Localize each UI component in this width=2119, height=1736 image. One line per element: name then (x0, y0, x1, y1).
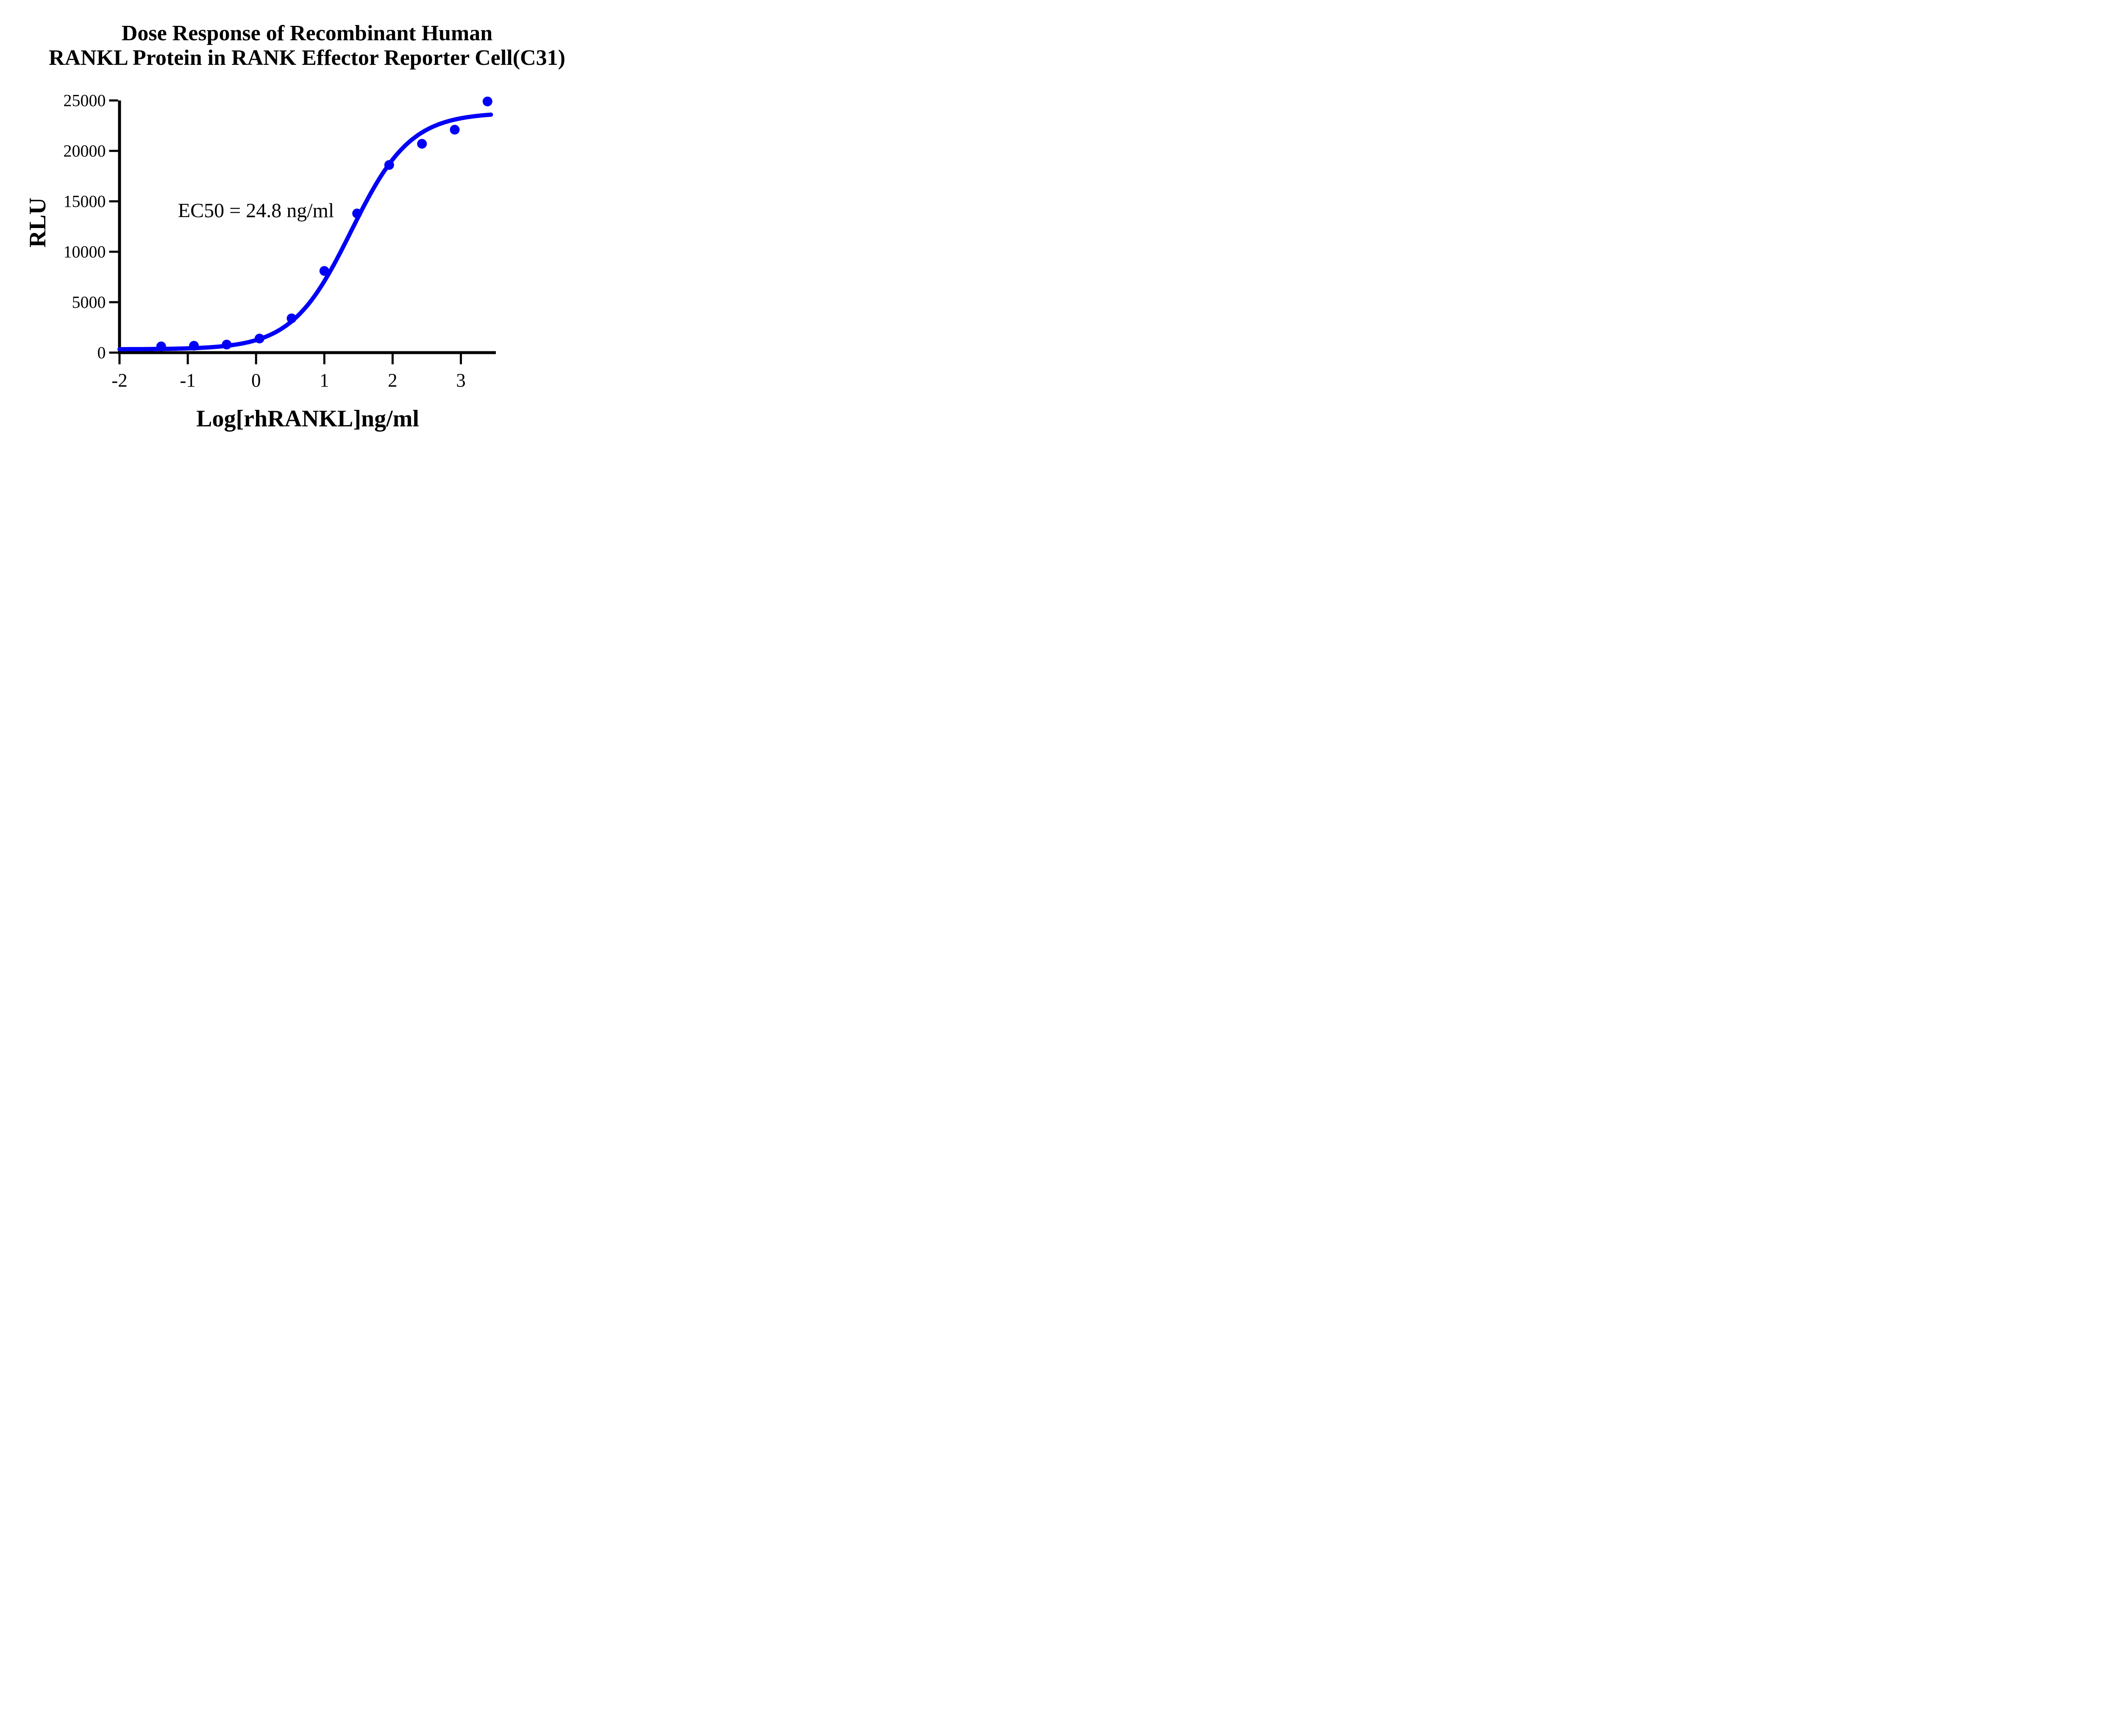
y-tick-label: 15000 (64, 192, 106, 211)
x-tick-label: -1 (180, 370, 196, 391)
data-point (156, 341, 166, 351)
data-point (254, 334, 264, 344)
y-tick-label: 5000 (72, 293, 106, 312)
data-point (319, 266, 329, 276)
chart-title-line-2: RANKL Protein in RANK Effector Reporter … (49, 46, 565, 70)
x-tick-label: -2 (111, 370, 128, 391)
data-point (384, 160, 394, 170)
data-point (450, 125, 460, 135)
data-point (417, 139, 427, 149)
y-tick-label: 25000 (64, 91, 106, 110)
data-point (189, 341, 199, 351)
ec50-annotation: EC50 = 24.8 ng/ml (178, 199, 334, 222)
y-tick-label: 0 (97, 343, 106, 362)
data-point (222, 339, 232, 350)
dose-response-chart-figure: Dose Response of Recombinant Human RANKL… (0, 0, 614, 434)
chart-title-line-1: Dose Response of Recombinant Human (121, 21, 493, 45)
x-axis-title: Log[rhRANKL]ng/ml (196, 406, 419, 432)
y-tick-label: 20000 (64, 142, 106, 161)
plot-area: 0 5000 10000 15000 20000 25000 -2 -1 0 1 2 3 (64, 91, 496, 391)
data-point (482, 96, 492, 106)
fit-curve (117, 112, 493, 351)
y-tick-label: 10000 (64, 242, 106, 262)
data-point (352, 209, 362, 219)
x-tick-label: 2 (388, 370, 398, 391)
x-tick-label: 3 (456, 370, 466, 391)
data-point (286, 313, 297, 323)
chart-title: Dose Response of Recombinant Human RANKL… (11, 21, 604, 70)
x-tick-label: 0 (251, 370, 261, 391)
x-tick-label: 1 (320, 370, 329, 391)
